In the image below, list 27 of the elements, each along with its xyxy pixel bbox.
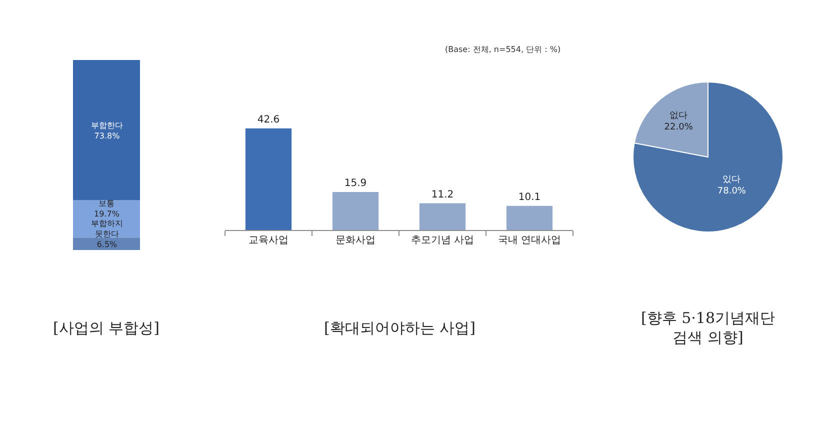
text: [확대되어야하는 사업] (324, 319, 476, 337)
data-label: 6.5% (96, 240, 118, 249)
series-label: 부합한다 (91, 121, 123, 130)
data-label: 42.6 (257, 114, 280, 126)
data-label: 78.0% (717, 186, 746, 197)
series-label: 부합하지 못한다 (91, 219, 123, 238)
bar (419, 203, 466, 230)
x-tick-label: 문화사업 (336, 235, 376, 246)
x-tick-label: 추모기념 사업 (410, 235, 474, 246)
slice-label: 없다 (670, 110, 688, 121)
bar (245, 128, 292, 230)
data-label: 11.2 (431, 189, 454, 200)
bar (506, 206, 553, 230)
data-label: 73.8% (94, 131, 120, 140)
series-label: 보통 (98, 199, 115, 208)
text: (Base: 전체, n=554, 단위 : %) (445, 45, 561, 54)
pie-slice (632, 82, 784, 232)
x-tick-label: 국내 연대사업 (498, 235, 562, 246)
text: [향후 5·18기념재단 검색 의향] (641, 309, 776, 346)
data-label: 10.1 (518, 192, 541, 203)
x-tick-label: 교육사업 (248, 235, 288, 246)
data-label: 15.9 (344, 178, 367, 190)
data-label: 19.7% (94, 209, 120, 218)
data-label: 22.0% (664, 122, 694, 133)
text: [사업의 부합성] (53, 319, 160, 337)
bar (332, 192, 379, 230)
slice-label: 있다 (722, 175, 741, 186)
